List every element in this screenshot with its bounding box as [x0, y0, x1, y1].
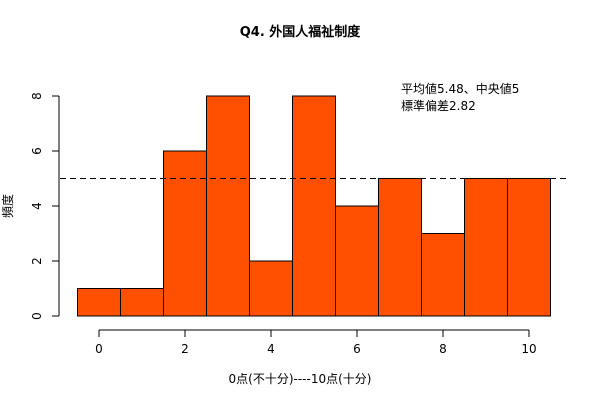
bar-6 [335, 205, 379, 317]
y-tick-label: 8 [30, 92, 44, 100]
bar-10 [507, 178, 551, 317]
bar-1 [120, 288, 164, 317]
x-axis-label: 0点(不十分)----10点(十分) [229, 372, 372, 386]
bar-4 [249, 260, 293, 317]
annotation-sd: 標準偏差2.82 [401, 98, 476, 113]
y-tick-label: 6 [30, 147, 44, 155]
chart-title: Q4. 外国人福祉制度 [240, 24, 362, 40]
bar-5 [292, 95, 336, 317]
y-axis-label: 頻度 [0, 194, 15, 218]
bars [77, 95, 551, 317]
y-tick-label: 0 [30, 312, 44, 320]
x-tick-label: 2 [181, 342, 189, 356]
x-tick-label: 10 [521, 342, 536, 356]
y-axis: 0 2 4 6 8 [30, 92, 60, 320]
y-tick-label: 4 [30, 202, 44, 210]
bar-7 [378, 178, 422, 317]
bar-2 [163, 150, 207, 317]
bar-0 [77, 288, 121, 317]
annotation-mean-median: 平均値5.48、中央値5 [401, 81, 519, 96]
x-tick-label: 6 [353, 342, 361, 356]
x-tick-label: 4 [267, 342, 275, 356]
x-tick-label: 0 [95, 342, 103, 356]
x-tick-label: 8 [439, 342, 447, 356]
y-tick-label: 2 [30, 257, 44, 265]
x-axis: 0 2 4 6 8 10 [95, 329, 537, 356]
bar-9 [464, 178, 508, 317]
bar-3 [206, 95, 250, 317]
bar-8 [421, 233, 465, 317]
